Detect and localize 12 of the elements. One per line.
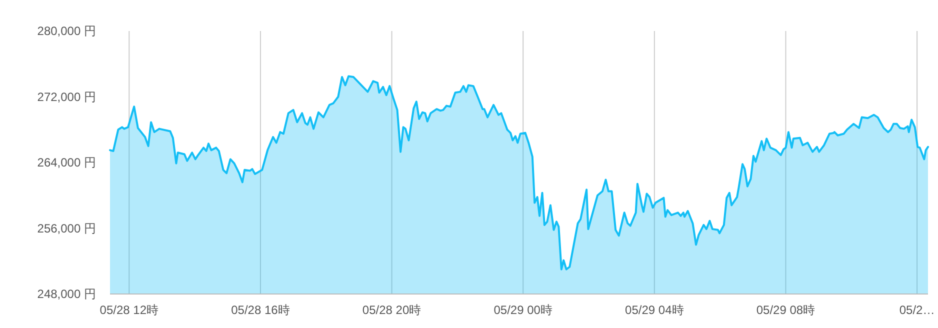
x-tick-label: 05/28 16時 [231, 303, 290, 317]
x-tick-label: 05/29 00時 [494, 303, 552, 317]
y-tick-label: 248,000 円 [37, 287, 96, 301]
y-tick-label: 264,000 円 [37, 156, 96, 170]
y-tick-label: 272,000 円 [37, 90, 96, 104]
y-tick-label: 256,000 円 [37, 221, 96, 236]
x-tick-label: 05/28 12時 [100, 303, 159, 317]
x-tick-label: 05/28 20時 [362, 303, 422, 317]
y-tick-label: 280,000 円 [37, 24, 96, 38]
x-tick-label: 05/29 04時 [625, 303, 684, 317]
x-tick-label: 05/2… [899, 303, 935, 317]
x-tick-label: 05/29 08時 [756, 303, 816, 317]
